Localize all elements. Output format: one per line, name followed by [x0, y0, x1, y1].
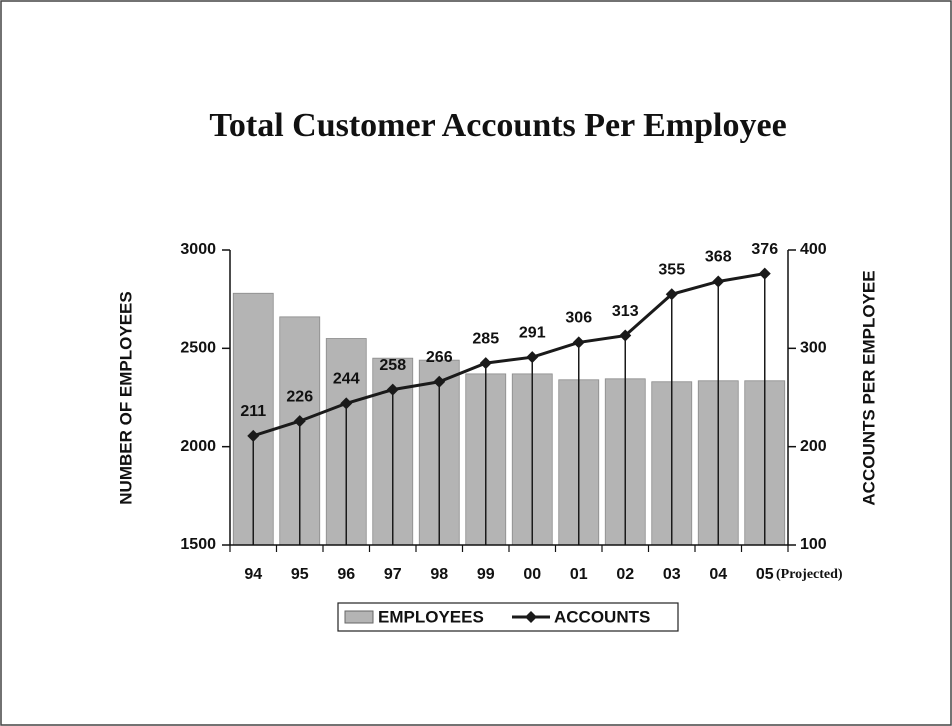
data-label: 313 — [612, 303, 639, 320]
marker — [479, 357, 492, 370]
x-tick-label: 97 — [384, 566, 402, 583]
legend-swatch — [344, 610, 374, 624]
y-tick-label: 2500 — [180, 340, 216, 357]
marker — [526, 351, 539, 364]
data-label: 306 — [565, 310, 592, 327]
data-label: 244 — [333, 371, 360, 388]
data-label: 211 — [240, 403, 266, 420]
legend-box — [337, 602, 679, 632]
x-tick-label: 05 — [756, 566, 774, 583]
y2-tick-label: 400 — [800, 241, 827, 258]
x-tick-label: 95 — [291, 566, 309, 583]
x-tick-label: 01 — [570, 566, 588, 583]
x-tick-label: 02 — [616, 566, 634, 583]
marker — [293, 415, 306, 428]
x-tick-label: 98 — [430, 566, 448, 583]
marker — [433, 375, 446, 388]
y-tick-label: 3000 — [180, 241, 216, 258]
annotation: (Projected) — [776, 567, 843, 582]
data-label: 226 — [286, 388, 313, 405]
marker — [665, 288, 678, 301]
marker — [758, 267, 771, 280]
y2-tick-label: 200 — [800, 438, 827, 455]
data-label: 266 — [426, 349, 453, 366]
line — [252, 272, 766, 438]
data-label: 368 — [705, 249, 732, 266]
data-label: 258 — [379, 357, 406, 374]
legend-label: EMPLOYEES — [378, 607, 484, 626]
legend-marker — [525, 611, 537, 623]
marker — [247, 429, 260, 442]
marker — [340, 397, 353, 410]
x-tick-label: 00 — [523, 566, 541, 583]
data-label: 376 — [751, 241, 778, 258]
y2-tick-label: 300 — [800, 340, 827, 357]
marker — [572, 336, 585, 349]
marker — [386, 383, 399, 396]
data-label: 355 — [658, 261, 685, 278]
y2-tick-label: 100 — [800, 536, 827, 553]
data-label: 285 — [472, 330, 499, 347]
y2-axis-label: ACCOUNTS PER EMPLOYEE — [859, 270, 878, 505]
x-tick-label: 99 — [477, 566, 495, 583]
x-tick-label: 94 — [244, 566, 262, 583]
marker — [619, 329, 632, 342]
y-tick-label: 2000 — [180, 438, 216, 455]
chart-title: Total Customer Accounts Per Employee — [209, 107, 786, 144]
y-tick-label: 1500 — [180, 536, 216, 553]
data-label: 291 — [519, 324, 546, 341]
x-tick-label: 04 — [709, 566, 727, 583]
y-axis-label: NUMBER OF EMPLOYEES — [116, 291, 135, 504]
marker — [712, 275, 725, 288]
x-tick-label: 96 — [337, 566, 355, 583]
legend-label: ACCOUNTS — [554, 607, 650, 626]
x-tick-label: 03 — [663, 566, 681, 583]
